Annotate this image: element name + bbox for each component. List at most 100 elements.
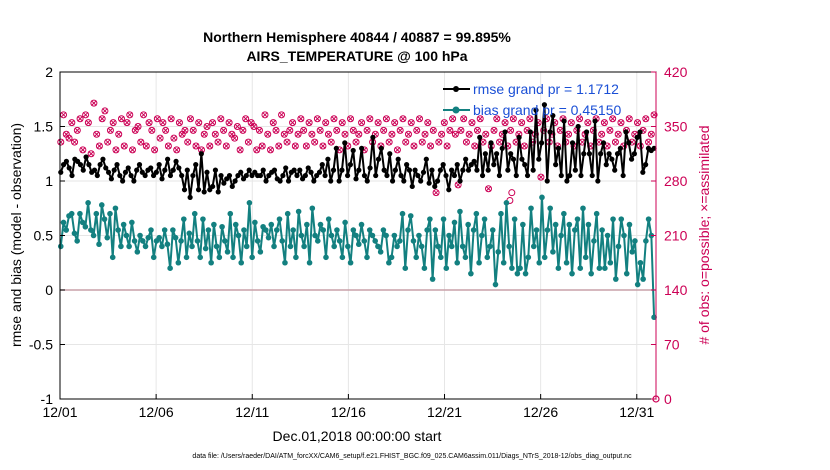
x-tick-label-1: 12/06	[139, 404, 174, 420]
obs-possible-point-40	[167, 115, 175, 123]
rmse-point-148	[474, 167, 480, 173]
bias-point-24	[123, 232, 130, 239]
obs-assimilated-point-157	[491, 127, 497, 134]
y2-tick-label-3: 210	[664, 228, 688, 244]
obs-possible-point-7	[76, 115, 84, 123]
obs-assimilated-point-91	[309, 131, 315, 138]
rmse-point-139	[449, 167, 455, 173]
bias-point-164	[506, 243, 512, 250]
bias-point-136	[429, 276, 436, 282]
obs-assimilated-point-148	[466, 131, 473, 138]
bias-point-17	[104, 234, 111, 241]
bias-point-84	[287, 243, 294, 250]
obs-possible-point-10	[84, 119, 92, 127]
obs-possible-point-4	[68, 119, 76, 127]
obs-possible-point-118	[382, 115, 390, 123]
bias-point-215	[645, 216, 652, 222]
obs-assimilated-point-115	[375, 119, 381, 126]
rmse-point-78	[277, 178, 283, 184]
bias-point-62	[227, 210, 234, 217]
obs-assimilated-point-87	[297, 115, 304, 122]
obs-possible-point-64	[233, 123, 241, 130]
rmse-point-22	[120, 178, 126, 184]
obs-assimilated-point-201	[612, 139, 619, 145]
bias-point-194	[588, 270, 594, 277]
bias-point-1	[60, 219, 67, 226]
obs-possible-point-61	[225, 119, 233, 127]
rmse-point-117	[387, 151, 393, 157]
bias-point-29	[137, 232, 143, 239]
rmse-point-101	[342, 140, 348, 146]
bias-point-123	[394, 243, 400, 250]
obs-assimilated-point-33	[148, 127, 155, 134]
bias-point-212	[637, 259, 644, 266]
obs-assimilated-point-170	[527, 115, 533, 122]
obs-possible-point-120	[388, 130, 396, 138]
rmse-point-103	[347, 162, 353, 168]
bias-point-66	[238, 259, 245, 266]
rmse-point-203	[628, 156, 635, 162]
obs-assimilated-point-32	[146, 119, 152, 126]
rmse-point-36	[159, 176, 165, 182]
obs-possible-point-26	[129, 146, 137, 154]
rmse-point-181	[567, 172, 573, 179]
bias-point-31	[142, 243, 149, 250]
rmse-point-8	[80, 167, 86, 173]
obs-assimilated-point-20	[113, 147, 119, 153]
bias-point-106	[347, 259, 354, 266]
obs-assimilated-point-5	[71, 139, 78, 145]
rmse-point-55	[212, 167, 219, 173]
bias-point-42	[172, 234, 179, 241]
rmse-point-126	[412, 167, 418, 173]
bias-point-169	[520, 221, 526, 228]
bias-point-21	[115, 227, 121, 233]
bias-point-50	[194, 238, 201, 244]
rmse-point-18	[108, 176, 114, 182]
bias-point-39	[164, 241, 171, 248]
x-tick-label-3: 12/16	[331, 404, 366, 420]
bias-point-129	[410, 238, 417, 244]
bias-point-167	[514, 270, 521, 277]
obs-assimilated-point-159	[496, 139, 503, 145]
rmse-point-89	[308, 169, 314, 175]
bias-point-147	[459, 243, 466, 250]
obs-assimilated-point-80	[278, 111, 285, 118]
bias-point-85	[290, 227, 296, 233]
bias-point-72	[254, 238, 261, 244]
rmse-point-194	[603, 162, 609, 168]
rmse-point-129	[420, 169, 427, 175]
bias-point-43	[175, 259, 182, 266]
rmse-point-87	[302, 172, 309, 179]
obs-possible-point-161	[501, 119, 509, 127]
obs-assimilated-point-27	[132, 127, 139, 134]
obs-possible-point-155	[485, 185, 493, 193]
obs-possible-point-5	[71, 138, 79, 146]
y-tick-label-4: 1	[45, 173, 53, 189]
obs-assimilated-point-150	[471, 143, 478, 149]
obs-possible-point-167	[518, 119, 526, 127]
rmse-point-185	[578, 172, 584, 179]
obs-possible-point-163	[507, 126, 515, 134]
obs-possible-point-68	[244, 138, 252, 146]
bias-point-196	[593, 210, 600, 217]
rmse-point-114	[378, 145, 384, 151]
obs-possible-point-124	[399, 115, 407, 123]
rmse-point-151	[482, 151, 488, 157]
x-axis-ticks: 12/01 12/06 12/11 12/16 12/21 12/26 12/31	[42, 394, 654, 420]
rmse-point-205	[634, 134, 640, 140]
obs-assimilated-point-181	[557, 127, 564, 134]
bias-point-25	[126, 243, 132, 250]
obs-assimilated-point-99	[331, 115, 337, 122]
obs-possible-point-185	[567, 119, 575, 127]
bias-point-154	[479, 232, 485, 239]
bias-point-115	[372, 238, 378, 244]
obs-assimilated-point-167	[518, 119, 525, 126]
obs-possible-point-34	[151, 146, 159, 154]
bias-point-116	[375, 243, 381, 250]
obs-possible-point-49	[192, 142, 200, 150]
rmse-point-19	[111, 167, 117, 173]
obs-possible-point-45	[181, 126, 189, 134]
rmse-point-144	[463, 156, 469, 162]
rmse-point-119	[392, 167, 398, 173]
obs-assimilated-point-146	[460, 115, 467, 122]
